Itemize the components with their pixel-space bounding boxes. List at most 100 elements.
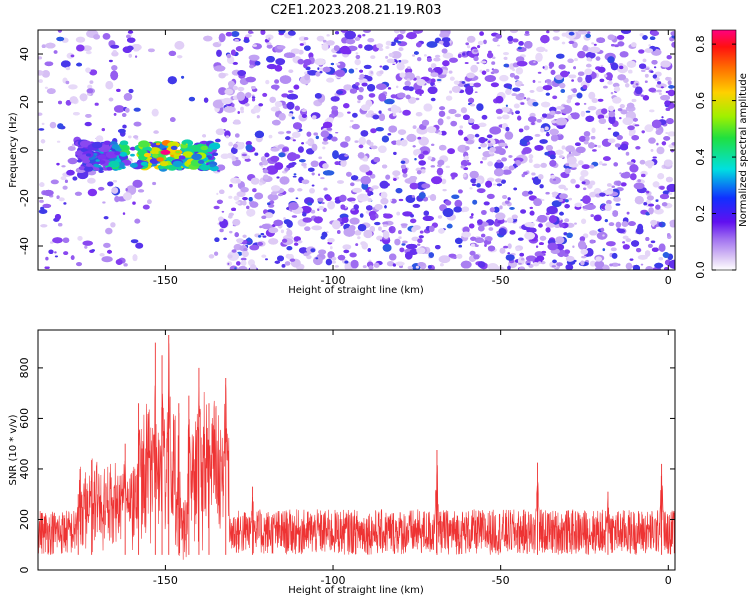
heatmap-cell — [574, 102, 581, 106]
heatmap-cell — [497, 221, 502, 224]
heatmap-cell — [132, 254, 138, 262]
heatmap-cell — [366, 205, 373, 211]
heatmap-cell — [534, 251, 544, 258]
heatmap-cell — [232, 254, 237, 260]
heatmap-cell — [126, 45, 134, 51]
heatmap-cell — [508, 40, 513, 44]
heatmap-cell — [502, 107, 510, 113]
heatmap-cell — [549, 215, 557, 224]
heatmap-cell — [368, 93, 376, 98]
heatmap-cell — [293, 84, 300, 90]
heatmap-cell — [395, 261, 405, 266]
heatmap-cell — [505, 88, 512, 95]
heatmap-cell — [103, 140, 111, 145]
heatmap-cell — [462, 226, 470, 234]
heatmap-cell — [98, 186, 105, 191]
heatmap-cell — [468, 118, 475, 124]
heatmap-cell — [646, 195, 655, 201]
heatmap-cell — [326, 117, 334, 122]
heatmap-cell — [563, 232, 568, 236]
heatmap-cell — [114, 151, 121, 156]
heatmap-cell — [666, 183, 675, 193]
heatmap-cell — [533, 262, 540, 267]
heatmap-cell — [637, 254, 648, 260]
heatmap-cell — [366, 76, 373, 82]
heatmap-cell — [471, 183, 477, 186]
heatmap-cell — [438, 40, 445, 45]
heatmap-cell — [658, 243, 666, 252]
heatmap-cell — [293, 236, 301, 242]
heatmap-cell — [382, 164, 388, 169]
heatmap-cell — [446, 95, 453, 101]
heatmap-cell — [616, 180, 622, 187]
heatmap-cell — [229, 230, 233, 234]
heatmap-cell — [295, 197, 299, 200]
heatmap-cell — [286, 164, 293, 169]
heatmap-cell — [419, 230, 424, 234]
x-tick-label: -50 — [492, 274, 510, 287]
heatmap-cell — [469, 223, 475, 229]
heatmap-cell — [125, 188, 128, 192]
heatmap-cell — [398, 47, 404, 52]
heatmap-cell — [635, 146, 641, 150]
heatmap-cell — [661, 141, 667, 146]
heatmap-cell — [430, 78, 436, 83]
heatmap-cell — [524, 232, 535, 240]
heatmap-cell — [221, 88, 224, 90]
heatmap-cell — [354, 59, 361, 66]
heatmap-cell — [322, 39, 327, 43]
x-tick-label: -150 — [153, 574, 178, 587]
heatmap-cell — [331, 105, 338, 111]
heatmap-cell — [61, 165, 66, 168]
heatmap-cell — [571, 79, 574, 82]
heatmap-cell — [507, 265, 511, 270]
heatmap-cell — [306, 255, 312, 260]
heatmap-cell — [474, 91, 478, 93]
heatmap-cell — [473, 49, 478, 53]
heatmap-cell — [333, 45, 340, 52]
heatmap-cell — [327, 238, 335, 243]
heatmap-cell — [471, 213, 474, 217]
heatmap-cell — [363, 30, 371, 33]
heatmap-cell — [270, 147, 280, 152]
heatmap-cell — [478, 146, 481, 149]
heatmap-cell — [578, 240, 586, 250]
heatmap-cell — [459, 125, 464, 129]
heatmap-cell — [340, 45, 350, 55]
heatmap-cell — [606, 199, 612, 205]
heatmap-cell — [357, 100, 361, 104]
heatmap-cell — [418, 192, 426, 199]
heatmap-cell — [407, 66, 411, 69]
heatmap-cell — [251, 96, 256, 99]
heatmap-cell — [582, 84, 588, 90]
x-tick-label: -50 — [492, 574, 510, 587]
heatmap-cell — [489, 147, 496, 153]
heatmap-cell — [346, 171, 352, 177]
heatmap-cell — [125, 107, 130, 113]
heatmap-cell — [343, 249, 350, 254]
heatmap-cell — [568, 40, 575, 45]
heatmap-cell — [385, 46, 390, 49]
heatmap-cell — [611, 185, 615, 188]
heatmap-cell — [339, 194, 347, 202]
heatmap-cell — [288, 113, 294, 117]
heatmap-cell — [430, 63, 437, 69]
colorbar-tick-label: 0.6 — [694, 92, 707, 110]
heatmap-cell — [208, 142, 221, 150]
heatmap-cell — [257, 242, 263, 246]
heatmap-cell — [481, 210, 487, 215]
heatmap-cell — [508, 155, 513, 158]
heatmap-cell — [231, 207, 237, 211]
heatmap-cell — [110, 44, 120, 49]
heatmap-cell — [648, 207, 654, 215]
heatmap-cell — [555, 149, 564, 155]
heatmap-cell — [226, 53, 232, 59]
heatmap-cell — [370, 71, 374, 74]
heatmap-cell — [319, 71, 323, 74]
heatmap-cell — [308, 167, 315, 172]
heatmap-cell — [264, 152, 270, 158]
heatmap-cell — [567, 156, 577, 165]
heatmap-cell — [259, 182, 263, 186]
